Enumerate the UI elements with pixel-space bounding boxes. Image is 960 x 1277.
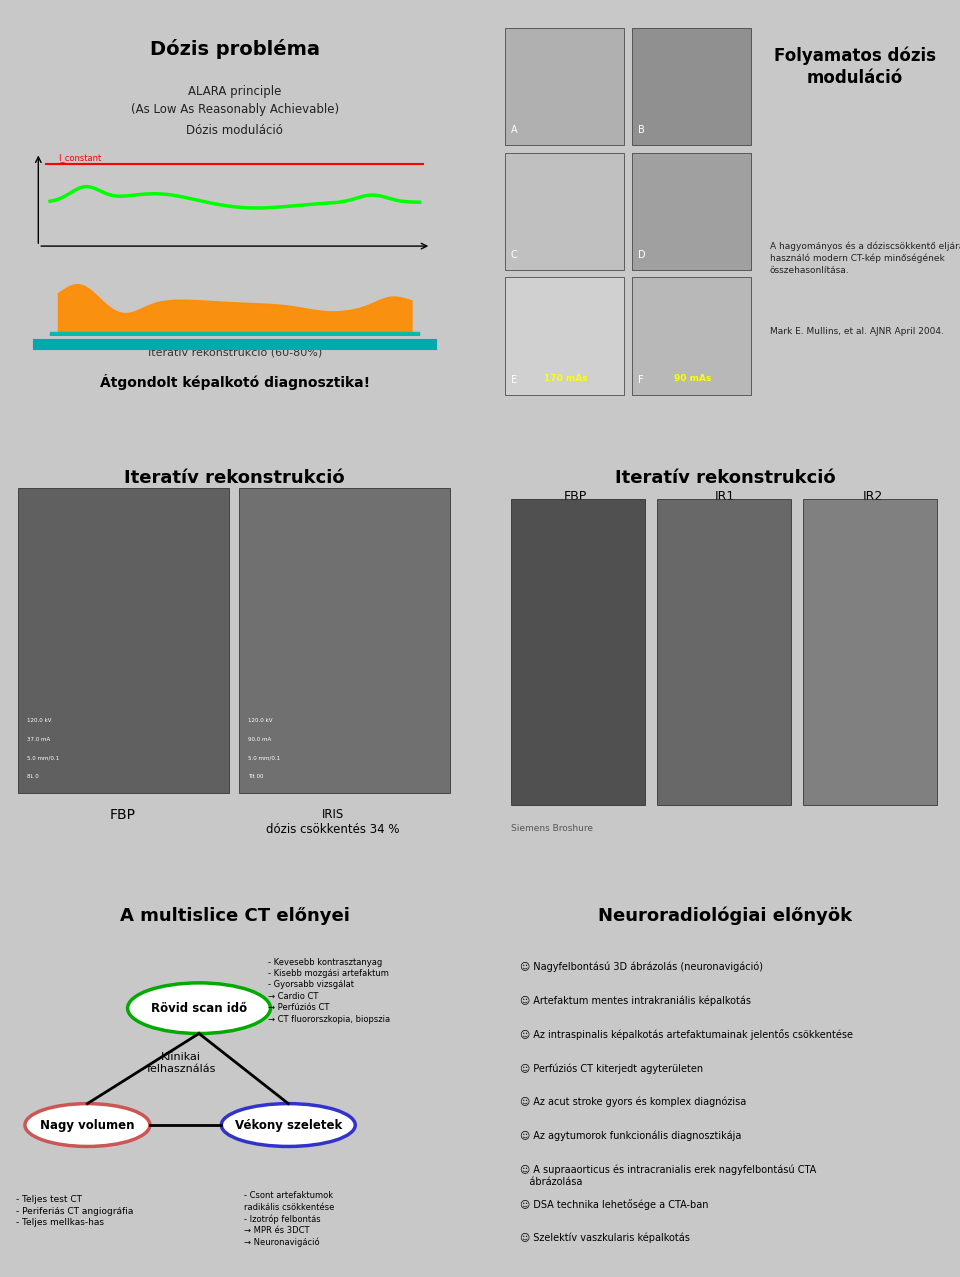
Text: ☺ A supraaorticus és intracranialis erek nagyfelbontású CTA
   ábrázolása: ☺ A supraaorticus és intracranialis erek… xyxy=(520,1165,816,1188)
Text: ☺ Nagyfelbontású 3D ábrázolás (neuronavigáció): ☺ Nagyfelbontású 3D ábrázolás (neuronavi… xyxy=(520,962,763,972)
Text: Dózis moduláció: Dózis moduláció xyxy=(186,124,283,138)
Text: A multislice CT előnyei: A multislice CT előnyei xyxy=(120,907,349,925)
Text: - Teljes test CT
- Periferiás CT angiográfia
- Teljes mellkas-has: - Teljes test CT - Periferiás CT angiogr… xyxy=(16,1195,133,1227)
Ellipse shape xyxy=(222,1103,355,1147)
Text: Siemens Broshure: Siemens Broshure xyxy=(511,824,593,833)
Text: - Csont artefaktumok
radikális csökkentése
- Izotróp felbontás
→ MPR és 3DCT
→ N: - Csont artefaktumok radikális csökkenté… xyxy=(244,1191,334,1248)
Text: Folyamatos dózis
moduláció: Folyamatos dózis moduláció xyxy=(774,46,936,87)
Ellipse shape xyxy=(128,983,271,1033)
Text: - Kevesebb kontrasztanyag
- Kisebb mozgási artefaktum
- Gyorsabb vizsgálat
→ Car: - Kevesebb kontrasztanyag - Kisebb mozgá… xyxy=(268,958,391,1024)
Text: A hagyományos és a dóziscsökkentő eljárásokat
használó modern CT-kép minőségének: A hagyományos és a dóziscsökkentő eljárá… xyxy=(770,241,960,275)
Text: ALARA principle
(As Low As Reasonably Achievable): ALARA principle (As Low As Reasonably Ac… xyxy=(131,86,339,116)
Text: IRIS
dózis csökkentés 34 %: IRIS dózis csökkentés 34 % xyxy=(266,808,399,835)
Text: IR1: IR1 xyxy=(714,490,734,503)
Text: Iteratív rekonstrukció: Iteratív rekonstrukció xyxy=(615,469,835,487)
Text: Vékony szeletek: Vékony szeletek xyxy=(234,1119,342,1131)
Text: ☺ Szelektív vaszkularis képalkotás: ☺ Szelektív vaszkularis képalkotás xyxy=(520,1232,690,1243)
Text: ☺ Perfúziós CT kiterjedt agyterületen: ☺ Perfúziós CT kiterjedt agyterületen xyxy=(520,1064,703,1074)
Text: ☺ DSA technika lehetősége a CTA-ban: ☺ DSA technika lehetősége a CTA-ban xyxy=(520,1199,708,1209)
Text: Nagy volumen: Nagy volumen xyxy=(40,1119,134,1131)
Text: ☺ Az acut stroke gyors és komplex diagnózisa: ☺ Az acut stroke gyors és komplex diagnó… xyxy=(520,1097,746,1107)
Text: Iteratív rekonstrukció (60-80%): Iteratív rekonstrukció (60-80%) xyxy=(148,349,322,359)
Text: ☺ Artefaktum mentes intrakraniális képalkotás: ☺ Artefaktum mentes intrakraniális képal… xyxy=(520,995,751,1006)
Text: ☺ Az intraspinalis képalkotás artefaktumainak jelentős csökkentése: ☺ Az intraspinalis képalkotás artefaktum… xyxy=(520,1029,852,1041)
Text: Dózis probléma: Dózis probléma xyxy=(150,38,320,59)
Text: Iteratív rekonstrukció: Iteratív rekonstrukció xyxy=(125,469,345,487)
Text: ☺ Az agytumorok funkcionális diagnosztikája: ☺ Az agytumorok funkcionális diagnosztik… xyxy=(520,1131,741,1142)
Ellipse shape xyxy=(25,1103,150,1147)
Text: FBP: FBP xyxy=(564,490,588,503)
Text: Átgondolt képalkotó diagnosztika!: Átgondolt képalkotó diagnosztika! xyxy=(100,374,370,389)
Text: Klinikai
felhasználás: Klinikai felhasználás xyxy=(147,1051,216,1074)
Text: Mark E. Mullins, et al. AJNR April 2004.: Mark E. Mullins, et al. AJNR April 2004. xyxy=(770,327,944,336)
Text: IR2: IR2 xyxy=(863,490,883,503)
Text: FBP: FBP xyxy=(110,808,136,822)
Text: Rövid scan idő: Rövid scan idő xyxy=(151,1001,247,1015)
Text: Neuroradiológiai előnyök: Neuroradiológiai előnyök xyxy=(598,907,852,926)
